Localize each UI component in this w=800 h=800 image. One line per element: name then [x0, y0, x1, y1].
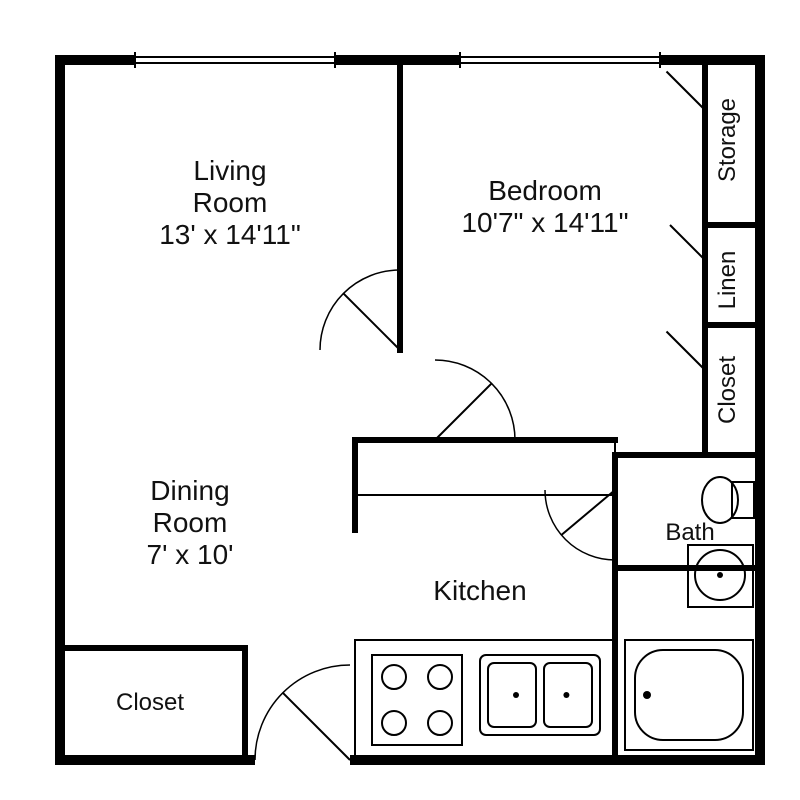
svg-text:Kitchen: Kitchen	[433, 575, 526, 606]
svg-text:10'7" x 14'11": 10'7" x 14'11"	[461, 207, 628, 238]
svg-text:Dining: Dining	[150, 475, 229, 506]
floor-plan: LivingRoom13' x 14'11"Bedroom10'7" x 14'…	[0, 0, 800, 800]
svg-text:Linen: Linen	[714, 251, 741, 310]
svg-text:Living: Living	[193, 155, 266, 186]
svg-text:13' x 14'11": 13' x 14'11"	[159, 219, 301, 250]
svg-text:Bath: Bath	[665, 519, 714, 546]
svg-text:Room: Room	[193, 187, 268, 218]
svg-text:Room: Room	[153, 507, 228, 538]
svg-text:Closet: Closet	[714, 356, 741, 424]
svg-text:7' x 10': 7' x 10'	[147, 539, 234, 570]
svg-text:Closet: Closet	[116, 689, 184, 716]
svg-text:Storage: Storage	[714, 98, 741, 182]
svg-text:Bedroom: Bedroom	[488, 175, 602, 206]
